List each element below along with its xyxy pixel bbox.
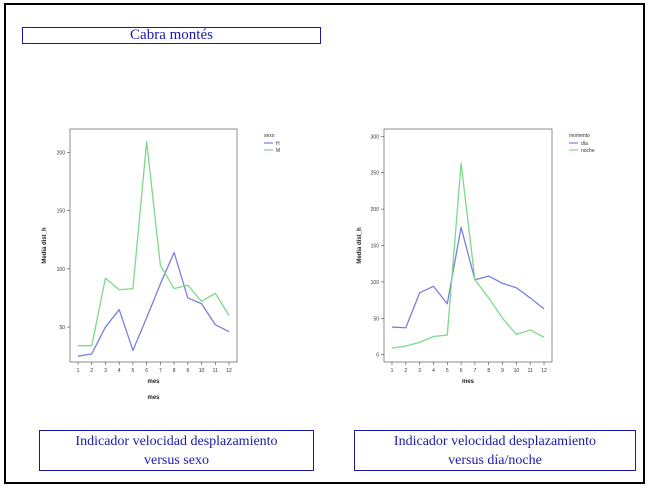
sexo-xtick-label: 11 [213, 368, 218, 374]
caption-momento-line2: versus día/noche [448, 453, 542, 468]
sexo-ytick-label: 100 [57, 267, 66, 273]
sexo-xtick-label: 8 [173, 368, 176, 374]
momento-xtick-label: 7 [474, 368, 477, 374]
sexo-extra-axis-label: mes [147, 395, 160, 401]
momento-xaxis-title: mes [462, 379, 475, 385]
sexo-xtick-label: 12 [226, 368, 232, 374]
momento-xtick-label: 5 [446, 368, 449, 374]
slide-frame: Cabra montés 50 100 150 200 1 2 3 4 5 6 7 8 9 10 11 12 m… [4, 3, 645, 484]
momento-ytick-label: 100 [371, 280, 380, 286]
sexo-series-h-line [77, 251, 230, 357]
momento-ytick-label: 200 [371, 207, 380, 213]
sexo-xtick-label: 7 [159, 368, 162, 374]
sexo-xtick-label: 10 [199, 368, 205, 374]
caption-sexo: Indicador velocidad desplazamiento versu… [39, 430, 314, 471]
momento-ytick-label: 50 [373, 316, 379, 322]
sexo-xtick-label: 5 [132, 368, 135, 374]
sexo-legend-label: H [276, 141, 280, 147]
momento-series-dia-line [391, 226, 545, 329]
sexo-ytick-label: 150 [57, 209, 66, 215]
momento-xtick-label: 9 [501, 368, 504, 374]
sexo-plot-frame [69, 128, 238, 363]
momento-xtick-label: 10 [514, 368, 520, 374]
momento-ytick-label: 0 [376, 353, 379, 359]
momento-ytick-label: 300 [371, 134, 380, 140]
sexo-xtick-label: 1 [77, 368, 80, 374]
momento-xtick-label: 1 [391, 368, 394, 374]
momento-xtick-label: 4 [432, 368, 435, 374]
momento-plot-frame [383, 128, 553, 363]
momento-legend-label: noche [581, 148, 595, 154]
sexo-xtick-label: 9 [186, 368, 189, 374]
momento-series-noche-line [391, 162, 545, 349]
momento-ytick-label: 250 [371, 171, 380, 177]
sexo-xtick-label: 2 [90, 368, 93, 374]
momento-xtick-label: 11 [528, 368, 533, 374]
sexo-legend-label: M [276, 148, 280, 154]
caption-sexo-line1: Indicador velocidad desplazamiento [75, 434, 278, 449]
momento-legend-title: momento [569, 133, 590, 139]
momento-legend-label: día [581, 141, 588, 147]
caption-momento: Indicador velocidad desplazamiento versu… [354, 430, 636, 471]
sexo-xaxis-title: mes [147, 379, 160, 385]
caption-sexo-line2: versus sexo [144, 453, 209, 468]
sexo-ytick-label: 200 [57, 150, 66, 156]
momento-xtick-label: 12 [541, 368, 547, 374]
momento-yaxis-title: Media dist_h [357, 227, 363, 264]
momento-ytick-label: 150 [371, 244, 380, 250]
momento-xtick-label: 2 [404, 368, 407, 374]
sexo-series-m-line [78, 141, 230, 347]
momento-xtick-label: 6 [460, 368, 463, 374]
sexo-xtick-label: 3 [104, 368, 107, 374]
caption-momento-line1: Indicador velocidad desplazamiento [393, 434, 597, 449]
momento-xtick-label: 8 [487, 368, 490, 374]
momento-xtick-label: 3 [418, 368, 421, 374]
sexo-yaxis-title: Media dist_h [42, 227, 48, 264]
sexo-legend-title: sexo [264, 133, 275, 139]
sexo-xtick-label: 6 [145, 368, 148, 374]
slide-title: Cabra montés [22, 27, 321, 44]
sexo-ytick-label: 50 [59, 325, 65, 331]
sexo-xtick-label: 4 [118, 368, 121, 374]
